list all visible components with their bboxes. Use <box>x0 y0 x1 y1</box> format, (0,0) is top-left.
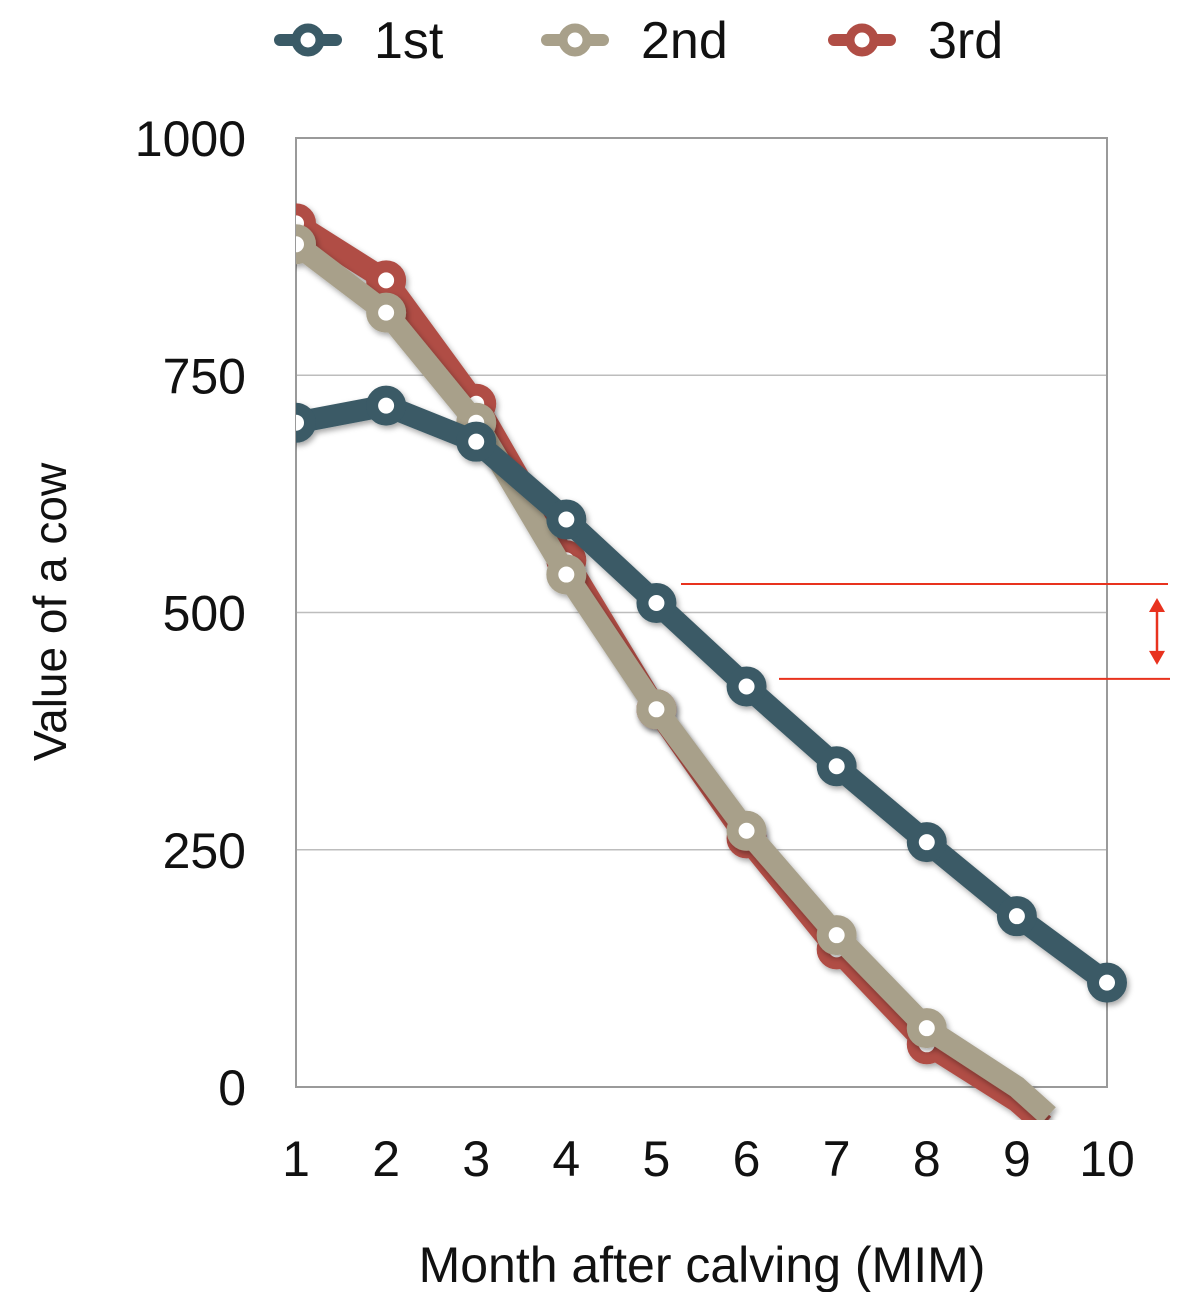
x-tick-label: 7 <box>823 1131 851 1187</box>
data-point <box>366 385 407 426</box>
legend-item: 1st <box>274 12 444 70</box>
y-tick-label: 250 <box>163 823 246 879</box>
data-point <box>726 810 767 851</box>
legend-marker <box>291 23 325 57</box>
x-tick-label: 1 <box>282 1131 310 1187</box>
series-line <box>296 214 1052 1120</box>
data-point <box>636 583 677 624</box>
x-tick-label: 6 <box>733 1131 761 1187</box>
legend-label: 3rd <box>928 12 1003 70</box>
x-axis-label: Month after calving (MIM) <box>419 1237 986 1292</box>
y-tick-label: 0 <box>218 1060 246 1116</box>
series-line <box>296 235 1056 1120</box>
plot-area <box>295 137 1108 1088</box>
data-point <box>726 666 767 707</box>
series-group <box>296 203 1127 1120</box>
y-axis-label: Value of a cow <box>24 462 76 761</box>
legend-marker <box>845 23 879 57</box>
y-axis-ticks: 0 250 500 750 1000 <box>135 111 246 1116</box>
data-point <box>366 260 407 301</box>
legend: 1st 2nd 3rd <box>274 12 1003 70</box>
data-point <box>456 421 497 462</box>
data-point <box>816 915 857 956</box>
data-point <box>296 402 316 443</box>
data-point <box>636 689 677 730</box>
legend-label: 2nd <box>641 12 728 70</box>
series-3rd <box>296 203 1052 1120</box>
data-point <box>1087 962 1127 1003</box>
legend-marker <box>558 23 592 57</box>
legend-item: 2nd <box>541 12 728 70</box>
data-point <box>816 746 857 787</box>
data-point <box>996 896 1037 937</box>
data-point <box>296 224 316 265</box>
data-point <box>546 554 587 595</box>
difference-annotation <box>681 583 1170 680</box>
x-tick-label: 2 <box>372 1131 400 1187</box>
data-point <box>366 292 407 333</box>
x-tick-label: 4 <box>552 1131 580 1187</box>
x-tick-label: 5 <box>643 1131 671 1187</box>
y-tick-label: 750 <box>163 348 246 404</box>
annotation-arrow-head-up <box>1149 598 1165 613</box>
series-line <box>296 394 1114 992</box>
series-2nd <box>296 224 1056 1120</box>
legend-label: 1st <box>374 12 444 70</box>
x-tick-label: 8 <box>913 1131 941 1187</box>
x-axis-ticks: 1 2 3 4 5 6 7 8 9 10 <box>282 1131 1135 1187</box>
y-tick-label: 500 <box>163 586 246 642</box>
annotation-arrow-head-down <box>1149 650 1165 665</box>
data-point <box>546 499 587 540</box>
x-tick-label: 10 <box>1079 1131 1135 1187</box>
x-tick-label: 3 <box>462 1131 490 1187</box>
y-tick-label: 1000 <box>135 111 246 167</box>
data-point <box>906 822 947 863</box>
series-1st <box>296 385 1127 1003</box>
legend-item: 3rd <box>828 12 1003 70</box>
x-tick-label: 9 <box>1003 1131 1031 1187</box>
data-point <box>906 1008 947 1049</box>
